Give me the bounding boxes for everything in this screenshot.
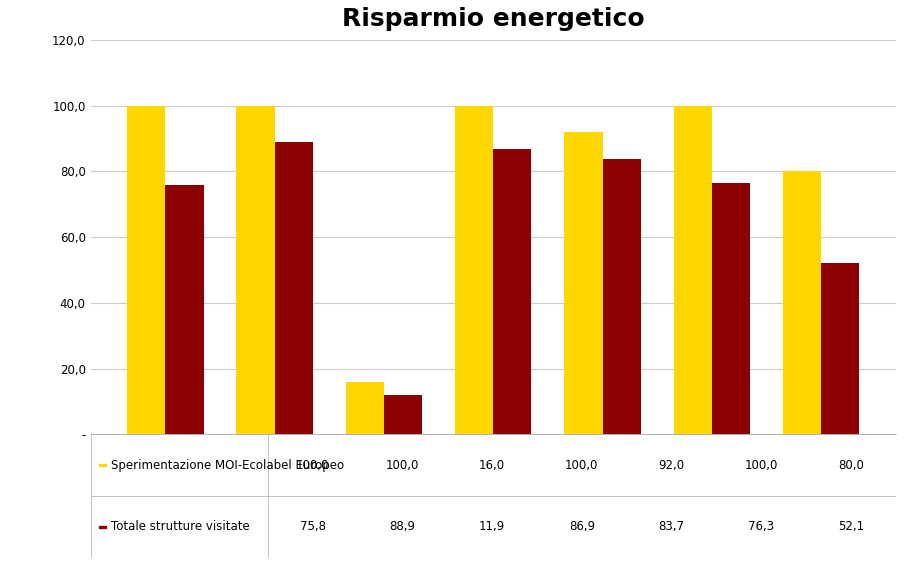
Text: 100,0: 100,0 [745, 459, 778, 472]
Text: 88,9: 88,9 [389, 520, 415, 533]
Title: Risparmio energetico: Risparmio energetico [342, 7, 644, 31]
Bar [236, 106, 274, 434]
Text: Totale strutture visitate: Totale strutture visitate [111, 520, 250, 533]
Text: 100,0: 100,0 [386, 459, 419, 472]
Bar [99, 464, 106, 466]
Bar [821, 263, 860, 434]
Bar [564, 132, 603, 434]
Bar [346, 382, 384, 434]
Text: Sperimentazione MOI-Ecolabel Europeo: Sperimentazione MOI-Ecolabel Europeo [111, 459, 344, 472]
Bar [493, 149, 531, 434]
Text: 92,0: 92,0 [659, 459, 685, 472]
Text: 75,8: 75,8 [300, 520, 326, 533]
Text: 16,0: 16,0 [479, 459, 505, 472]
Bar [712, 183, 750, 434]
Text: 83,7: 83,7 [659, 520, 684, 533]
Text: 100,0: 100,0 [565, 459, 598, 472]
Bar [127, 106, 166, 434]
Text: 52,1: 52,1 [838, 520, 864, 533]
Text: 11,9: 11,9 [479, 520, 505, 533]
Text: 80,0: 80,0 [838, 459, 864, 472]
Text: 100,0: 100,0 [296, 459, 329, 472]
Bar [603, 159, 641, 434]
Bar [673, 106, 712, 434]
Bar [783, 171, 821, 434]
Bar [99, 526, 106, 527]
Bar [274, 142, 313, 434]
Bar [166, 185, 204, 434]
Bar [455, 106, 493, 434]
Bar [384, 395, 423, 434]
Text: 86,9: 86,9 [568, 520, 595, 533]
Text: 76,3: 76,3 [748, 520, 775, 533]
